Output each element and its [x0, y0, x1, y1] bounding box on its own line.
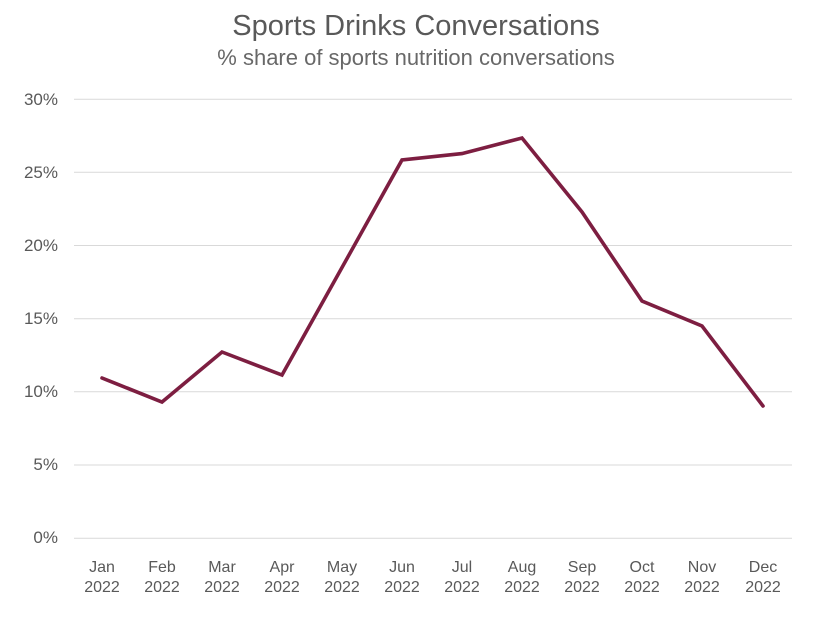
svg-text:Dec: Dec: [749, 559, 777, 576]
svg-text:2022: 2022: [144, 579, 180, 596]
svg-text:2022: 2022: [624, 579, 660, 596]
svg-text:2022: 2022: [204, 579, 240, 596]
svg-text:Mar: Mar: [208, 559, 236, 576]
svg-text:Aug: Aug: [508, 559, 536, 576]
svg-text:2022: 2022: [684, 579, 720, 596]
svg-text:Jan: Jan: [89, 559, 115, 576]
svg-text:15%: 15%: [24, 309, 58, 328]
svg-text:2022: 2022: [324, 579, 360, 596]
svg-text:2022: 2022: [264, 579, 300, 596]
svg-text:30%: 30%: [24, 90, 58, 109]
svg-text:Jul: Jul: [452, 559, 472, 576]
svg-text:5%: 5%: [33, 455, 58, 474]
svg-text:Apr: Apr: [270, 559, 296, 576]
svg-text:Sep: Sep: [568, 559, 597, 576]
svg-text:2022: 2022: [504, 579, 540, 596]
svg-text:10%: 10%: [24, 382, 58, 401]
svg-text:20%: 20%: [24, 236, 58, 255]
svg-text:2022: 2022: [444, 579, 480, 596]
svg-text:25%: 25%: [24, 163, 58, 182]
svg-text:May: May: [327, 559, 357, 576]
svg-text:Nov: Nov: [688, 559, 716, 576]
svg-text:2022: 2022: [745, 579, 781, 596]
svg-text:Feb: Feb: [148, 559, 176, 576]
svg-text:Jun: Jun: [389, 559, 415, 576]
svg-text:2022: 2022: [564, 579, 600, 596]
svg-text:Oct: Oct: [630, 559, 655, 576]
svg-text:2022: 2022: [84, 579, 120, 596]
svg-text:0%: 0%: [33, 528, 58, 547]
svg-text:2022: 2022: [384, 579, 420, 596]
